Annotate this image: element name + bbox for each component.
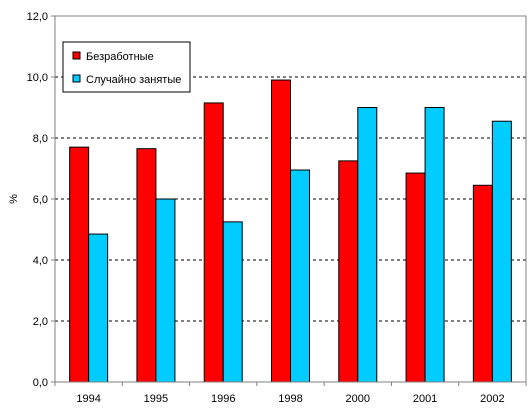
x-axis-ticks: 1994 1995 1996 1998 2000 2001 2002 xyxy=(54,382,527,405)
legend-label-casual: Случайно занятые xyxy=(86,74,181,86)
y-tick-label: 10,0 xyxy=(27,72,48,84)
y-axis-ticks: 0,0 2,0 4,0 6,0 8,0 10,0 12,0 xyxy=(27,11,55,389)
legend-box xyxy=(62,41,191,93)
bar-casual-2001 xyxy=(424,107,445,383)
x-tick-label: 2001 xyxy=(413,393,437,405)
y-tick-label: 8,0 xyxy=(33,133,48,145)
x-tick-label: 1998 xyxy=(278,393,302,405)
y-axis-label: % xyxy=(8,194,20,204)
y-tick-label: 0,0 xyxy=(33,377,48,389)
x-tick-label: 1996 xyxy=(211,393,235,405)
bar-unemployed-1994 xyxy=(69,146,90,383)
bar-unemployed-1996 xyxy=(203,102,224,383)
bar-casual-1994 xyxy=(88,233,109,383)
y-tick-label: 12,0 xyxy=(27,11,48,23)
bar-unemployed-2000 xyxy=(338,160,359,383)
bar-casual-2002 xyxy=(491,120,512,383)
legend-swatch-casual xyxy=(72,74,81,83)
bar-unemployed-2001 xyxy=(405,172,426,383)
legend: Безработные Случайно занятые xyxy=(62,41,191,93)
legend-swatch-unemployed xyxy=(72,51,81,60)
legend-label-unemployed: Безработные xyxy=(86,51,154,63)
bar-unemployed-1998 xyxy=(271,79,291,383)
y-tick-label: 2,0 xyxy=(33,316,48,328)
bar-casual-1995 xyxy=(155,198,176,383)
x-tick-label: 1995 xyxy=(144,393,168,405)
bar-unemployed-1995 xyxy=(136,148,157,383)
y-tick-label: 4,0 xyxy=(33,255,48,267)
x-tick-label: 2002 xyxy=(480,393,504,405)
y-tick-label: 6,0 xyxy=(33,194,48,206)
bar-unemployed-2002 xyxy=(472,184,493,383)
x-tick-label: 1994 xyxy=(76,393,100,405)
bar-casual-1998 xyxy=(290,169,310,383)
x-tick-label: 2000 xyxy=(346,393,370,405)
bar-casual-1996 xyxy=(222,221,243,383)
bar-casual-2000 xyxy=(357,107,378,383)
